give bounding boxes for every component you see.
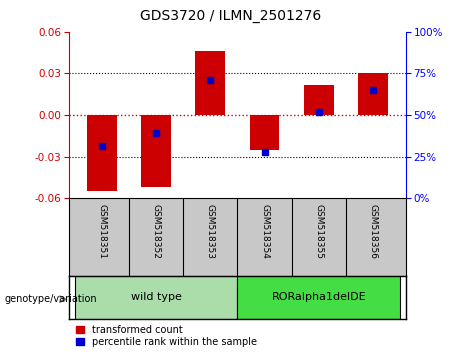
Text: GSM518354: GSM518354 bbox=[260, 205, 269, 259]
Text: GSM518352: GSM518352 bbox=[152, 205, 160, 259]
Bar bbox=[249, 115, 279, 150]
Bar bbox=[141, 115, 171, 187]
Bar bbox=[87, 115, 117, 191]
Text: GSM518351: GSM518351 bbox=[97, 205, 106, 259]
Bar bbox=[358, 74, 388, 115]
Text: wild type: wild type bbox=[130, 292, 182, 302]
Bar bbox=[75, 276, 237, 319]
Legend: transformed count, percentile rank within the sample: transformed count, percentile rank withi… bbox=[74, 323, 259, 349]
Text: GSM518353: GSM518353 bbox=[206, 205, 215, 259]
Bar bbox=[195, 51, 225, 115]
Bar bbox=[237, 276, 400, 319]
Text: GSM518356: GSM518356 bbox=[369, 205, 378, 259]
Text: RORalpha1delDE: RORalpha1delDE bbox=[272, 292, 366, 302]
Bar bbox=[304, 85, 334, 115]
Text: genotype/variation: genotype/variation bbox=[5, 294, 97, 304]
Text: GSM518355: GSM518355 bbox=[314, 205, 323, 259]
Text: GDS3720 / ILMN_2501276: GDS3720 / ILMN_2501276 bbox=[140, 9, 321, 23]
